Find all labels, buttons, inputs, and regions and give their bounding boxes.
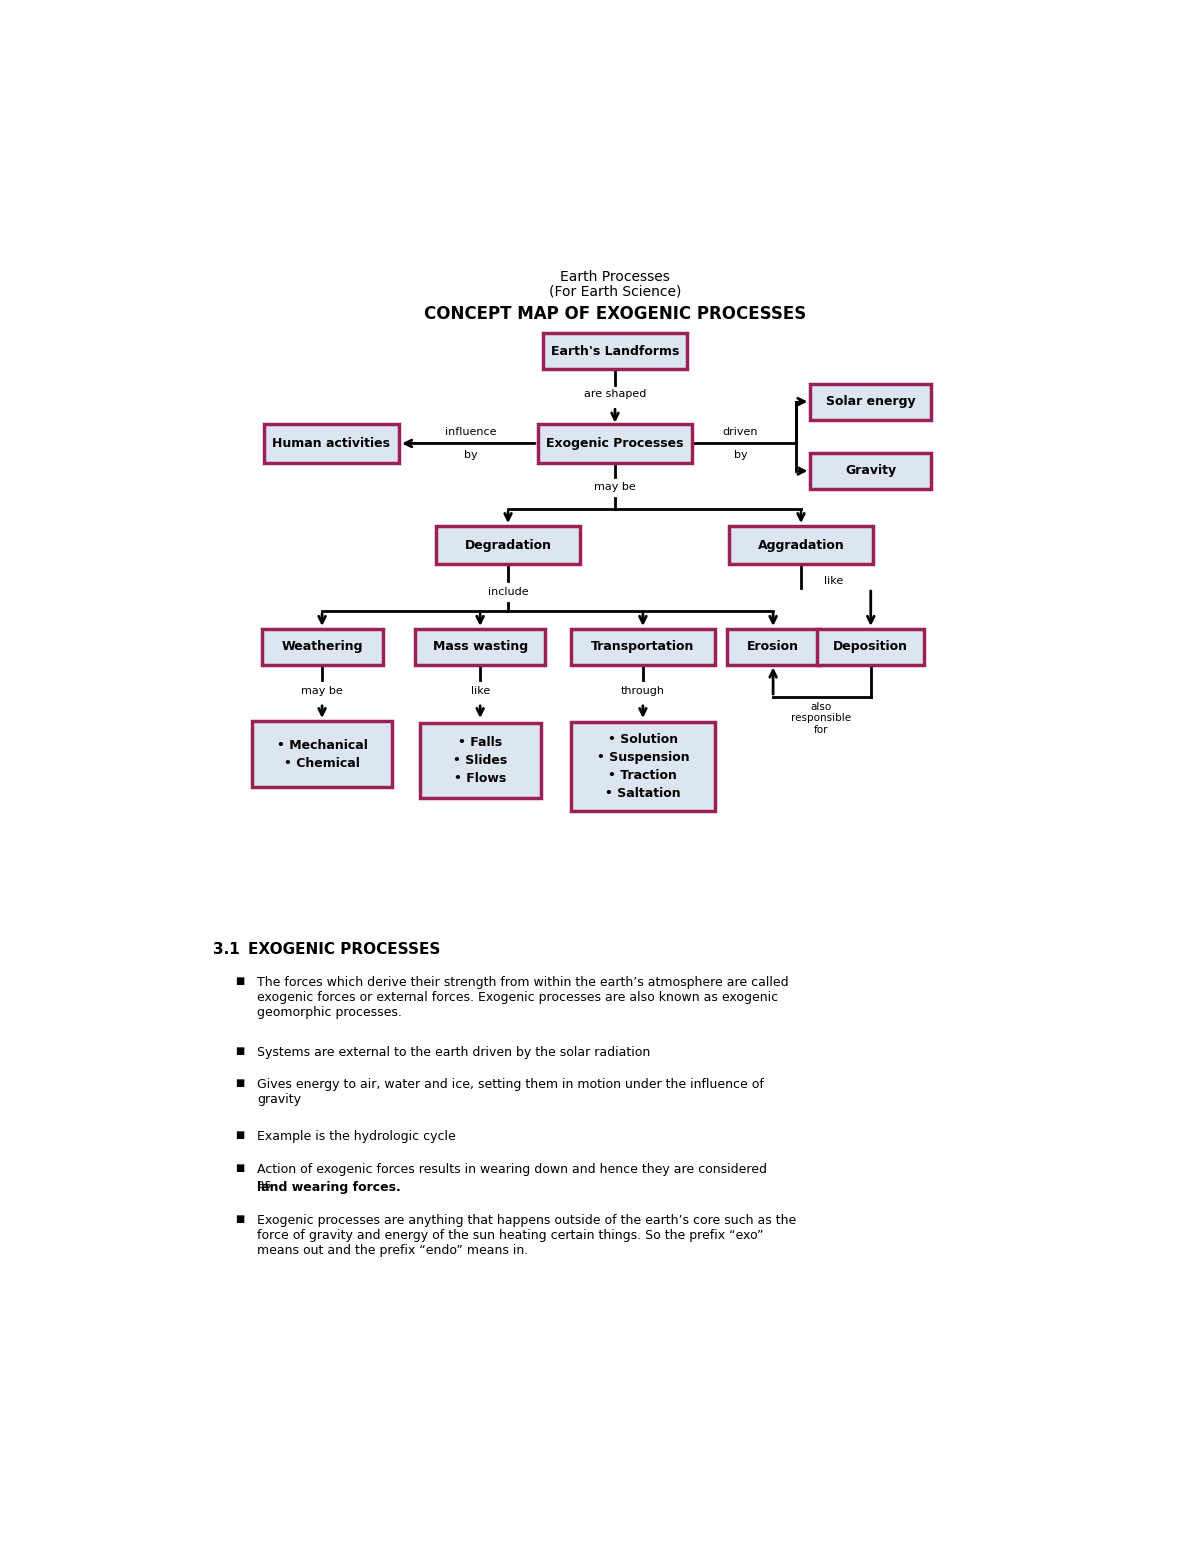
Text: Exogenic processes are anything that happens outside of the earth’s core such as: Exogenic processes are anything that hap… <box>257 1214 797 1258</box>
Text: may be: may be <box>594 481 636 491</box>
Text: CONCEPT MAP OF EXOGENIC PROCESSES: CONCEPT MAP OF EXOGENIC PROCESSES <box>424 306 806 323</box>
FancyBboxPatch shape <box>262 629 383 665</box>
Text: The forces which derive their strength from within the earth’s atmosphere are ca: The forces which derive their strength f… <box>257 975 788 1019</box>
FancyBboxPatch shape <box>542 334 688 370</box>
Text: ■: ■ <box>235 1045 245 1056</box>
Text: ■: ■ <box>235 1078 245 1089</box>
Text: ■: ■ <box>235 1163 245 1173</box>
Text: like: like <box>470 686 490 696</box>
Text: ■: ■ <box>235 1131 245 1140</box>
Text: Earth Processes: Earth Processes <box>560 270 670 284</box>
Text: • Falls
• Slides
• Flows: • Falls • Slides • Flows <box>454 736 508 784</box>
Text: by: by <box>733 450 748 460</box>
Text: like: like <box>824 576 844 585</box>
Text: by: by <box>464 450 478 460</box>
Text: Human activities: Human activities <box>272 436 390 450</box>
Text: influence: influence <box>445 427 497 436</box>
Text: Earth's Landforms: Earth's Landforms <box>551 345 679 357</box>
Text: Solar energy: Solar energy <box>826 394 916 408</box>
Text: Weathering: Weathering <box>281 640 362 654</box>
Text: land wearing forces.: land wearing forces. <box>257 1182 401 1194</box>
Text: driven: driven <box>722 427 758 436</box>
FancyBboxPatch shape <box>436 526 580 564</box>
Text: Mass wasting: Mass wasting <box>432 640 528 654</box>
FancyBboxPatch shape <box>420 722 540 798</box>
FancyBboxPatch shape <box>571 722 715 811</box>
Text: Example is the hydrologic cycle: Example is the hydrologic cycle <box>257 1131 456 1143</box>
FancyBboxPatch shape <box>810 384 931 419</box>
FancyBboxPatch shape <box>252 722 391 787</box>
Text: EXOGENIC PROCESSES: EXOGENIC PROCESSES <box>247 943 440 957</box>
FancyBboxPatch shape <box>727 629 820 665</box>
Text: Aggradation: Aggradation <box>757 539 845 551</box>
Text: Gives energy to air, water and ice, setting them in motion under the influence o: Gives energy to air, water and ice, sett… <box>257 1078 764 1106</box>
Text: Deposition: Deposition <box>833 640 908 654</box>
FancyBboxPatch shape <box>264 424 398 463</box>
FancyBboxPatch shape <box>817 629 924 665</box>
Text: Systems are external to the earth driven by the solar radiation: Systems are external to the earth driven… <box>257 1045 650 1059</box>
Text: Transportation: Transportation <box>592 640 695 654</box>
FancyBboxPatch shape <box>415 629 545 665</box>
Text: include: include <box>487 587 528 596</box>
Text: Action of exogenic forces results in wearing down and hence they are considered
: Action of exogenic forces results in wea… <box>257 1163 767 1191</box>
FancyBboxPatch shape <box>571 629 715 665</box>
FancyBboxPatch shape <box>810 453 931 489</box>
Text: ■: ■ <box>235 975 245 986</box>
Text: Erosion: Erosion <box>748 640 799 654</box>
Text: Exogenic Processes: Exogenic Processes <box>546 436 684 450</box>
Text: (For Earth Science): (For Earth Science) <box>548 284 682 298</box>
FancyBboxPatch shape <box>728 526 874 564</box>
Text: are shaped: are shaped <box>584 390 646 399</box>
FancyBboxPatch shape <box>539 424 691 463</box>
Text: • Solution
• Suspension
• Traction
• Saltation: • Solution • Suspension • Traction • Sal… <box>596 733 689 800</box>
Text: ■: ■ <box>235 1214 245 1224</box>
Text: through: through <box>620 686 665 696</box>
Text: also
responsible
for: also responsible for <box>791 702 852 735</box>
Text: Gravity: Gravity <box>845 464 896 477</box>
Text: may be: may be <box>301 686 343 696</box>
Text: 3.1: 3.1 <box>214 943 240 957</box>
Text: • Mechanical
• Chemical: • Mechanical • Chemical <box>277 739 367 770</box>
Text: Degradation: Degradation <box>464 539 552 551</box>
